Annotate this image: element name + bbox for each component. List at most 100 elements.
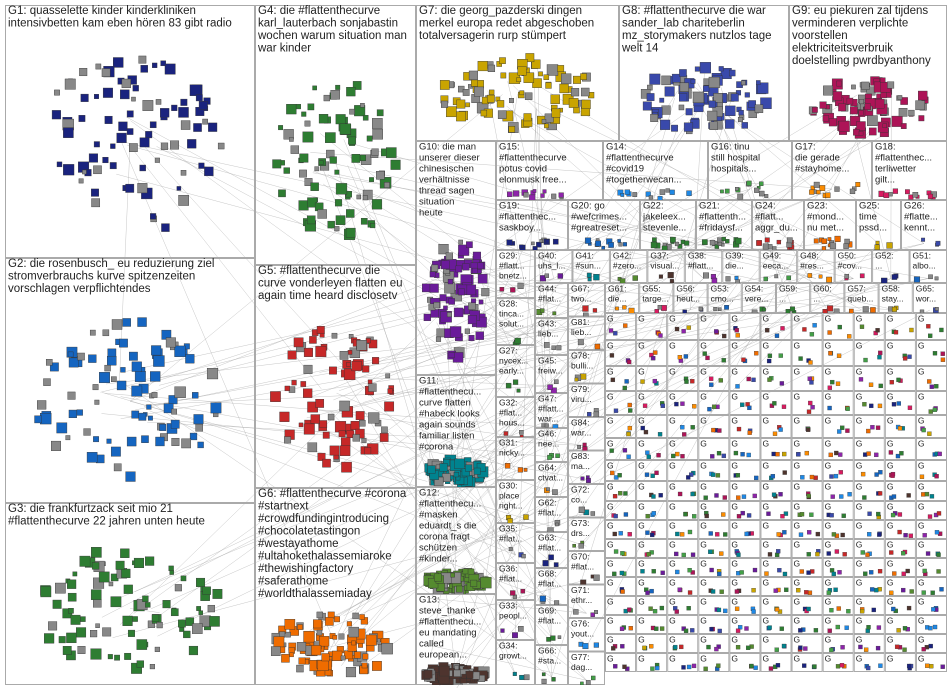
node (812, 106, 818, 113)
node (197, 441, 204, 449)
edge (439, 243, 879, 687)
group-label: G (731, 481, 738, 491)
node (101, 68, 111, 77)
group-label: stromverbrauchs kurve spitzenzeiten (8, 271, 195, 283)
node (164, 63, 176, 75)
node (807, 273, 813, 278)
node (709, 121, 718, 131)
node (514, 337, 521, 345)
group-border (636, 558, 668, 577)
node (63, 164, 75, 176)
node (891, 274, 898, 280)
node (824, 192, 831, 199)
group-box: G (698, 340, 730, 366)
node (77, 646, 86, 654)
node (751, 588, 756, 593)
node (613, 549, 619, 554)
edge (156, 146, 516, 339)
group-box: G (853, 634, 885, 653)
node (778, 427, 783, 432)
group-label: G (762, 391, 769, 401)
node (646, 551, 651, 557)
node (878, 350, 883, 356)
group-label: G (700, 520, 707, 530)
node (627, 425, 633, 431)
group-label: G (700, 634, 707, 644)
node (918, 90, 928, 101)
group-border (609, 250, 648, 283)
group-border (416, 375, 496, 487)
group-label: G (762, 558, 769, 568)
node (875, 645, 881, 651)
node (185, 617, 195, 626)
group-box: G (667, 366, 699, 391)
node (608, 242, 614, 248)
node (880, 77, 886, 83)
node (897, 95, 903, 100)
node (650, 241, 658, 249)
node (339, 123, 351, 135)
group-border (636, 415, 668, 438)
node (734, 328, 739, 333)
group-box: G (884, 366, 916, 391)
node (912, 192, 919, 198)
group-label: #covid19 (606, 163, 644, 174)
node (772, 401, 777, 406)
group-border (496, 523, 535, 563)
group-label: G (607, 340, 614, 350)
group-border (822, 653, 854, 672)
node (471, 298, 477, 304)
group-border (760, 653, 792, 672)
group-border (760, 501, 792, 520)
node (519, 90, 525, 96)
group-border (915, 460, 948, 481)
node (677, 491, 683, 497)
group-label: G (638, 366, 645, 376)
edge (362, 243, 925, 403)
node (169, 570, 174, 575)
node (724, 304, 729, 310)
group-label: G38: (688, 250, 706, 260)
group-border (760, 615, 792, 634)
group-label: jakeleex... (642, 211, 686, 222)
node (170, 608, 179, 617)
node (196, 606, 202, 611)
group-label: G42: (613, 250, 631, 260)
group-border (791, 558, 823, 577)
node (834, 186, 840, 192)
group-border (791, 615, 823, 634)
edge (129, 401, 428, 482)
group-border (760, 415, 792, 438)
node (640, 569, 645, 574)
node (786, 275, 792, 281)
node (927, 379, 932, 384)
node (692, 514, 697, 519)
node (51, 110, 61, 120)
group-box: G17:die gerade#stayhome... (792, 141, 872, 200)
group-label: G (607, 577, 614, 587)
node (808, 360, 813, 365)
group-border (872, 250, 910, 283)
node (826, 590, 831, 595)
node (296, 664, 304, 673)
node (829, 513, 834, 518)
edge (472, 243, 831, 680)
group-box: G (853, 501, 885, 520)
node (295, 104, 301, 110)
node (217, 142, 225, 150)
node (471, 79, 478, 87)
node (730, 93, 739, 102)
node (627, 532, 632, 537)
group-border (791, 634, 823, 653)
node (900, 123, 907, 129)
group-label: #flat... (571, 561, 594, 571)
group-border (568, 316, 605, 350)
group-label: european... (419, 649, 467, 660)
node (774, 552, 780, 558)
group-border (535, 605, 568, 645)
group-label: G (700, 501, 707, 511)
node (198, 610, 204, 615)
group-border (535, 428, 568, 462)
group-border (496, 397, 535, 437)
node (690, 79, 696, 84)
